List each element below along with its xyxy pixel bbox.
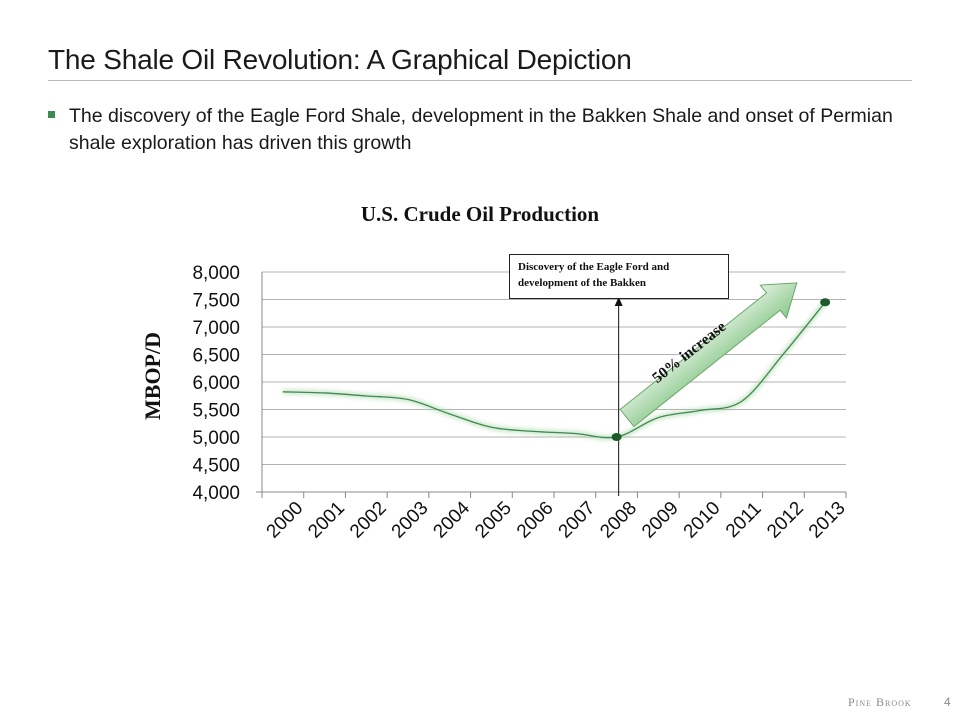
x-tick-label: 2006	[513, 498, 558, 543]
bullet-item: The discovery of the Eagle Ford Shale, d…	[48, 103, 908, 157]
x-tick-label: 2013	[805, 498, 850, 543]
y-tick-label: 4,500	[192, 456, 240, 477]
chart-title: U.S. Crude Oil Production	[361, 202, 600, 226]
y-tick-label: 4,000	[192, 483, 240, 504]
y-tick-labels: 4,000 4,500 5,000 5,500 6,000 6,500 7,000 7,500…	[192, 263, 240, 504]
increase-arrow-shape	[619, 282, 798, 428]
y-tick-label: 7,500	[192, 291, 240, 312]
series-line-group	[282, 300, 828, 441]
slide-title: The Shale Oil Revolution: A Graphical De…	[48, 44, 632, 75]
x-tick-label: 2010	[680, 498, 725, 543]
highlight-points	[611, 298, 831, 441]
y-tick-label: 6,500	[192, 346, 240, 367]
x-tick-label: 2009	[638, 498, 683, 543]
x-tick-label: 2000	[263, 498, 308, 543]
discovery-arrowhead	[614, 297, 623, 306]
increase-arrow	[619, 282, 798, 428]
discovery-annotation-line2: development of the Bakken	[518, 276, 647, 289]
bullet-square-icon	[48, 111, 55, 118]
y-tick-label: 8,000	[192, 263, 240, 284]
discovery-annotation-line1: Discovery of the Eagle Ford and	[518, 261, 670, 273]
x-tick-label: 2003	[388, 498, 433, 543]
x-tick-label: 2007	[555, 498, 600, 543]
discovery-annotation-box: Discovery of the Eagle Ford and developm…	[509, 254, 729, 299]
footer-brand: Pine Brook	[848, 695, 912, 709]
y-tick-label: 7,000	[192, 318, 240, 339]
y-tick-label: 5,500	[192, 401, 240, 422]
page-number: 4	[944, 695, 951, 709]
axes	[256, 272, 847, 498]
x-tick-labels: 2000200120022003200420052006200720082009…	[263, 497, 850, 542]
y-tick-label: 6,000	[192, 373, 240, 394]
x-tick-label: 2012	[763, 498, 808, 543]
title-divider	[48, 80, 912, 81]
highlight-point	[820, 298, 831, 307]
highlight-point	[611, 433, 622, 441]
y-tick-label: 5,000	[192, 428, 240, 449]
x-tick-label: 2002	[346, 498, 391, 543]
discovery-marker	[614, 297, 623, 496]
x-tick-label: 2001	[304, 498, 349, 543]
x-tick-label: 2011	[722, 498, 766, 542]
bullet-text: The discovery of the Eagle Ford Shale, d…	[69, 105, 893, 154]
y-axis-label: MBOP/D	[140, 332, 165, 420]
x-tick-label: 2008	[596, 498, 641, 543]
series-line	[282, 301, 826, 439]
x-tick-label: 2004	[429, 497, 474, 542]
x-tick-label: 2005	[471, 498, 516, 543]
